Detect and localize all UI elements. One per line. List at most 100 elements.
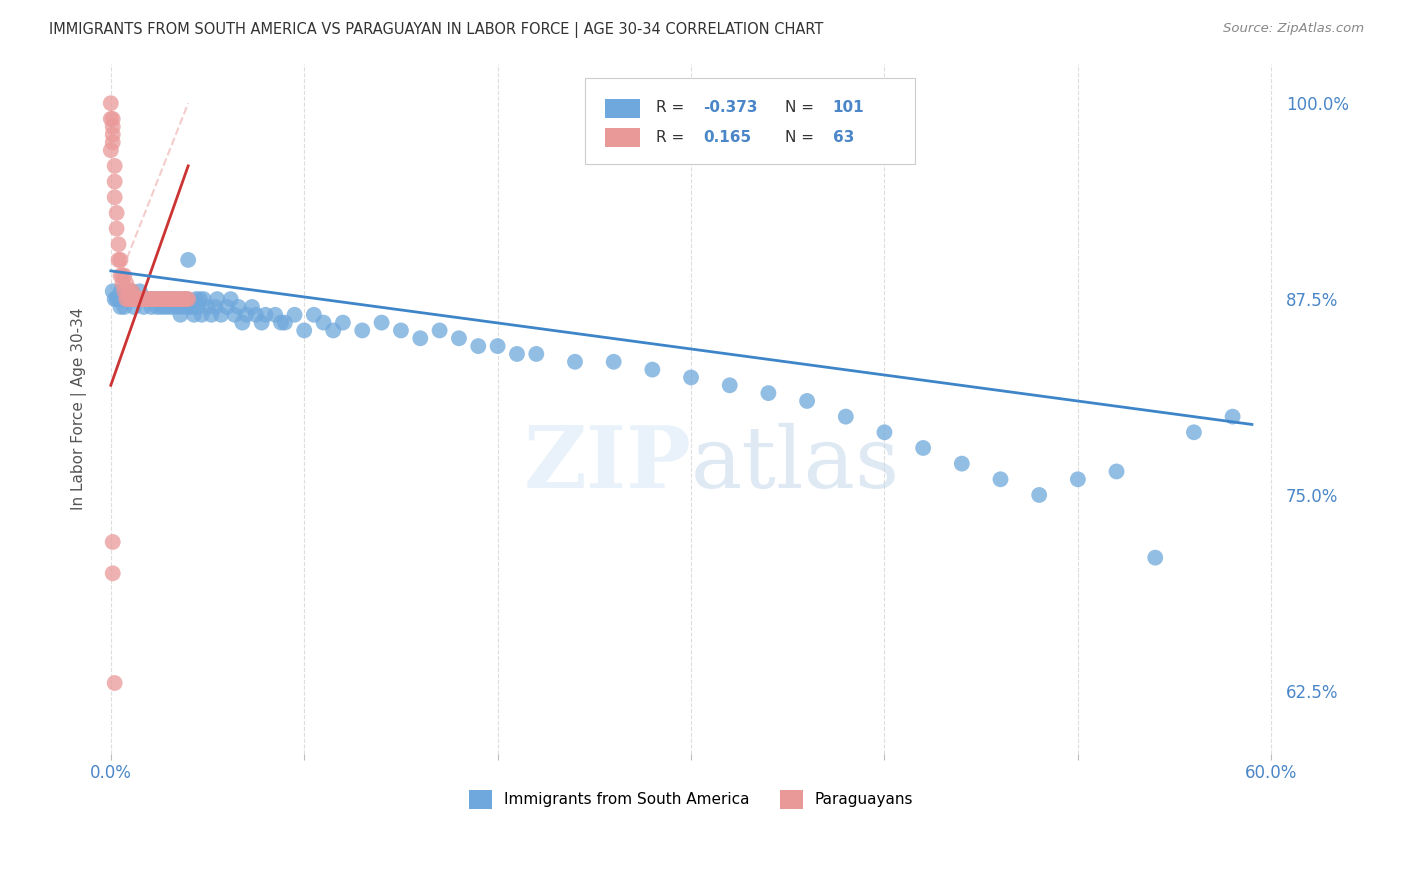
- Point: [101, 128, 124, 142]
- Point: [177, 252, 200, 267]
- Text: N =: N =: [786, 100, 814, 115]
- Point: [120, 285, 142, 299]
- Point: [209, 308, 232, 322]
- Point: [148, 292, 170, 306]
- Text: -0.373: -0.373: [703, 100, 758, 115]
- Point: [101, 285, 124, 299]
- Point: [136, 292, 159, 306]
- Text: 0.165: 0.165: [703, 129, 751, 145]
- Point: [110, 252, 132, 267]
- Point: [143, 292, 166, 306]
- Point: [231, 316, 253, 330]
- Point: [873, 425, 896, 440]
- Point: [122, 292, 145, 306]
- Point: [131, 292, 153, 306]
- Text: 101: 101: [832, 100, 865, 115]
- Point: [132, 300, 155, 314]
- Point: [117, 292, 139, 306]
- Point: [146, 300, 169, 314]
- Point: [101, 566, 124, 581]
- Point: [1182, 425, 1205, 440]
- Point: [179, 300, 201, 314]
- Point: [110, 300, 132, 314]
- Point: [125, 292, 148, 306]
- Point: [121, 292, 143, 306]
- Point: [100, 112, 122, 126]
- FancyBboxPatch shape: [585, 78, 915, 164]
- Point: [111, 277, 134, 291]
- Point: [835, 409, 858, 424]
- Point: [110, 268, 132, 283]
- Point: [172, 292, 194, 306]
- Point: [125, 292, 148, 306]
- Point: [181, 300, 204, 314]
- Point: [148, 292, 170, 306]
- Point: [173, 300, 195, 314]
- Point: [105, 221, 128, 235]
- Point: [204, 300, 226, 314]
- Point: [120, 292, 142, 306]
- Point: [370, 316, 392, 330]
- Point: [104, 292, 127, 306]
- Point: [162, 292, 184, 306]
- Point: [105, 292, 128, 306]
- Y-axis label: In Labor Force | Age 30-34: In Labor Force | Age 30-34: [72, 308, 87, 510]
- Point: [112, 300, 135, 314]
- Bar: [605, 128, 640, 147]
- Text: R =: R =: [655, 129, 683, 145]
- Point: [104, 159, 127, 173]
- Point: [228, 300, 250, 314]
- Point: [1105, 465, 1128, 479]
- Point: [127, 292, 149, 306]
- Point: [120, 292, 142, 306]
- Point: [292, 323, 315, 337]
- Point: [190, 308, 212, 322]
- Point: [110, 285, 132, 299]
- Point: [127, 292, 149, 306]
- Point: [302, 308, 325, 322]
- Point: [101, 112, 124, 126]
- Point: [128, 292, 150, 306]
- Point: [163, 292, 186, 306]
- Point: [138, 292, 160, 306]
- Point: [429, 323, 451, 337]
- Point: [156, 292, 179, 306]
- Point: [112, 285, 135, 299]
- Point: [111, 268, 134, 283]
- Point: [177, 292, 200, 306]
- Text: Source: ZipAtlas.com: Source: ZipAtlas.com: [1223, 22, 1364, 36]
- Text: ZIP: ZIP: [523, 422, 690, 506]
- Point: [174, 292, 197, 306]
- Text: 63: 63: [832, 129, 853, 145]
- Point: [169, 308, 191, 322]
- Point: [162, 300, 184, 314]
- Point: [564, 355, 586, 369]
- Point: [796, 393, 818, 408]
- Point: [679, 370, 702, 384]
- Point: [187, 300, 209, 314]
- Point: [117, 285, 139, 299]
- Point: [193, 292, 215, 306]
- Point: [117, 292, 139, 306]
- Text: atlas: atlas: [690, 422, 900, 506]
- Point: [141, 300, 163, 314]
- Point: [758, 386, 780, 401]
- Point: [167, 292, 190, 306]
- Point: [143, 292, 166, 306]
- Point: [173, 292, 195, 306]
- Point: [641, 362, 664, 376]
- Point: [409, 331, 432, 345]
- Point: [224, 308, 246, 322]
- Point: [240, 300, 263, 314]
- Bar: [605, 98, 640, 118]
- Point: [105, 206, 128, 220]
- Point: [157, 300, 180, 314]
- Point: [215, 300, 238, 314]
- Point: [524, 347, 547, 361]
- Point: [602, 355, 624, 369]
- Point: [250, 316, 273, 330]
- Point: [200, 308, 222, 322]
- Point: [111, 292, 134, 306]
- Point: [141, 292, 163, 306]
- Point: [219, 292, 242, 306]
